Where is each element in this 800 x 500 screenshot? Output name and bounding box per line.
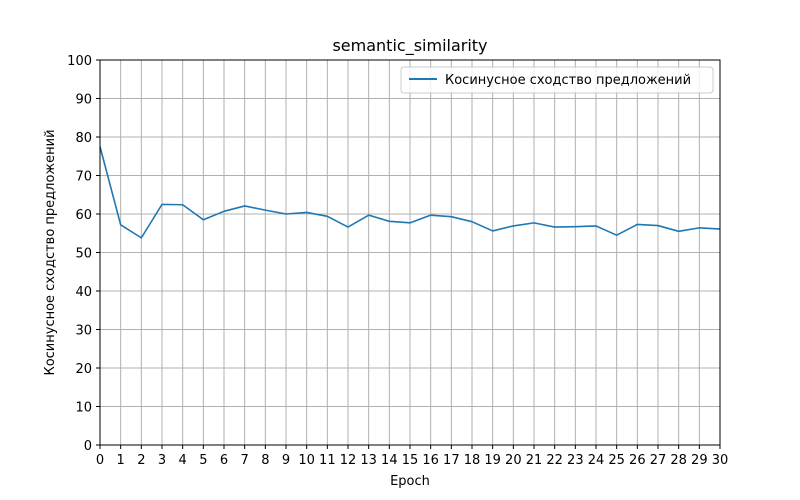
x-tick-label: 23 <box>567 453 584 468</box>
chart-title: semantic_similarity <box>332 36 487 56</box>
x-tick-label: 24 <box>588 453 605 468</box>
series-line <box>99 146 721 239</box>
x-axis: 0 1 2 3 4 5 6 7 8 9 10 11 12 13 14 15 16 17 18 19 20 21 22 23 24… <box>96 445 728 468</box>
x-tick-label: 2 <box>137 453 145 468</box>
x-tick-label: 26 <box>629 453 646 468</box>
legend-box <box>400 66 714 94</box>
x-tick-label: 29 <box>691 453 708 468</box>
x-axis-label: Epoch <box>390 474 430 489</box>
x-tick-label: 22 <box>546 453 563 468</box>
legend-label: Косинусное сходство предложений <box>445 73 691 88</box>
x-tick-label: 12 <box>340 453 357 468</box>
x-tick-label: 10 <box>298 453 315 468</box>
x-tick-label: 20 <box>505 453 522 468</box>
x-tick-label: 28 <box>670 453 687 468</box>
x-tick-label: 15 <box>402 453 419 468</box>
y-axis: 0 10 20 30 40 50 60 70 80 90 100 <box>67 54 100 454</box>
y-tick-label: 50 <box>75 247 92 262</box>
x-tick-label: 21 <box>526 453 543 468</box>
y-tick-label: 30 <box>75 324 92 339</box>
x-tick-label: 17 <box>443 453 460 468</box>
x-tick-label: 1 <box>117 453 125 468</box>
x-tick-label: 14 <box>381 453 398 468</box>
plot-series <box>99 146 721 239</box>
y-tick-label: 0 <box>84 439 92 454</box>
y-tick-label: 100 <box>67 54 92 69</box>
y-tick-label: 60 <box>75 208 92 223</box>
y-tick-label: 80 <box>75 131 92 146</box>
x-tick-label: 27 <box>650 453 667 468</box>
x-tick-label: 19 <box>484 453 501 468</box>
y-tick-label: 40 <box>75 285 92 300</box>
y-tick-label: 20 <box>75 362 92 377</box>
y-tick-label: 90 <box>75 93 92 108</box>
x-tick-label: 3 <box>158 453 166 468</box>
y-tick-label: 10 <box>75 401 92 416</box>
x-tick-label: 8 <box>261 453 269 468</box>
x-tick-label: 5 <box>199 453 207 468</box>
x-tick-label: 0 <box>96 453 104 468</box>
x-tick-label: 13 <box>360 453 377 468</box>
y-axis-label: Косинусное сходство предложений <box>43 129 58 375</box>
x-tick-label: 4 <box>179 453 187 468</box>
x-tick-label: 25 <box>608 453 625 468</box>
x-tick-label: 9 <box>282 453 290 468</box>
x-tick-label: 11 <box>319 453 336 468</box>
x-tick-label: 30 <box>712 453 729 468</box>
x-tick-label: 16 <box>422 453 439 468</box>
legend: Косинусное сходство предложений <box>400 66 714 94</box>
x-tick-label: 7 <box>241 453 249 468</box>
y-tick-label: 70 <box>75 170 92 185</box>
x-tick-label: 6 <box>220 453 228 468</box>
x-tick-label: 18 <box>464 453 481 468</box>
